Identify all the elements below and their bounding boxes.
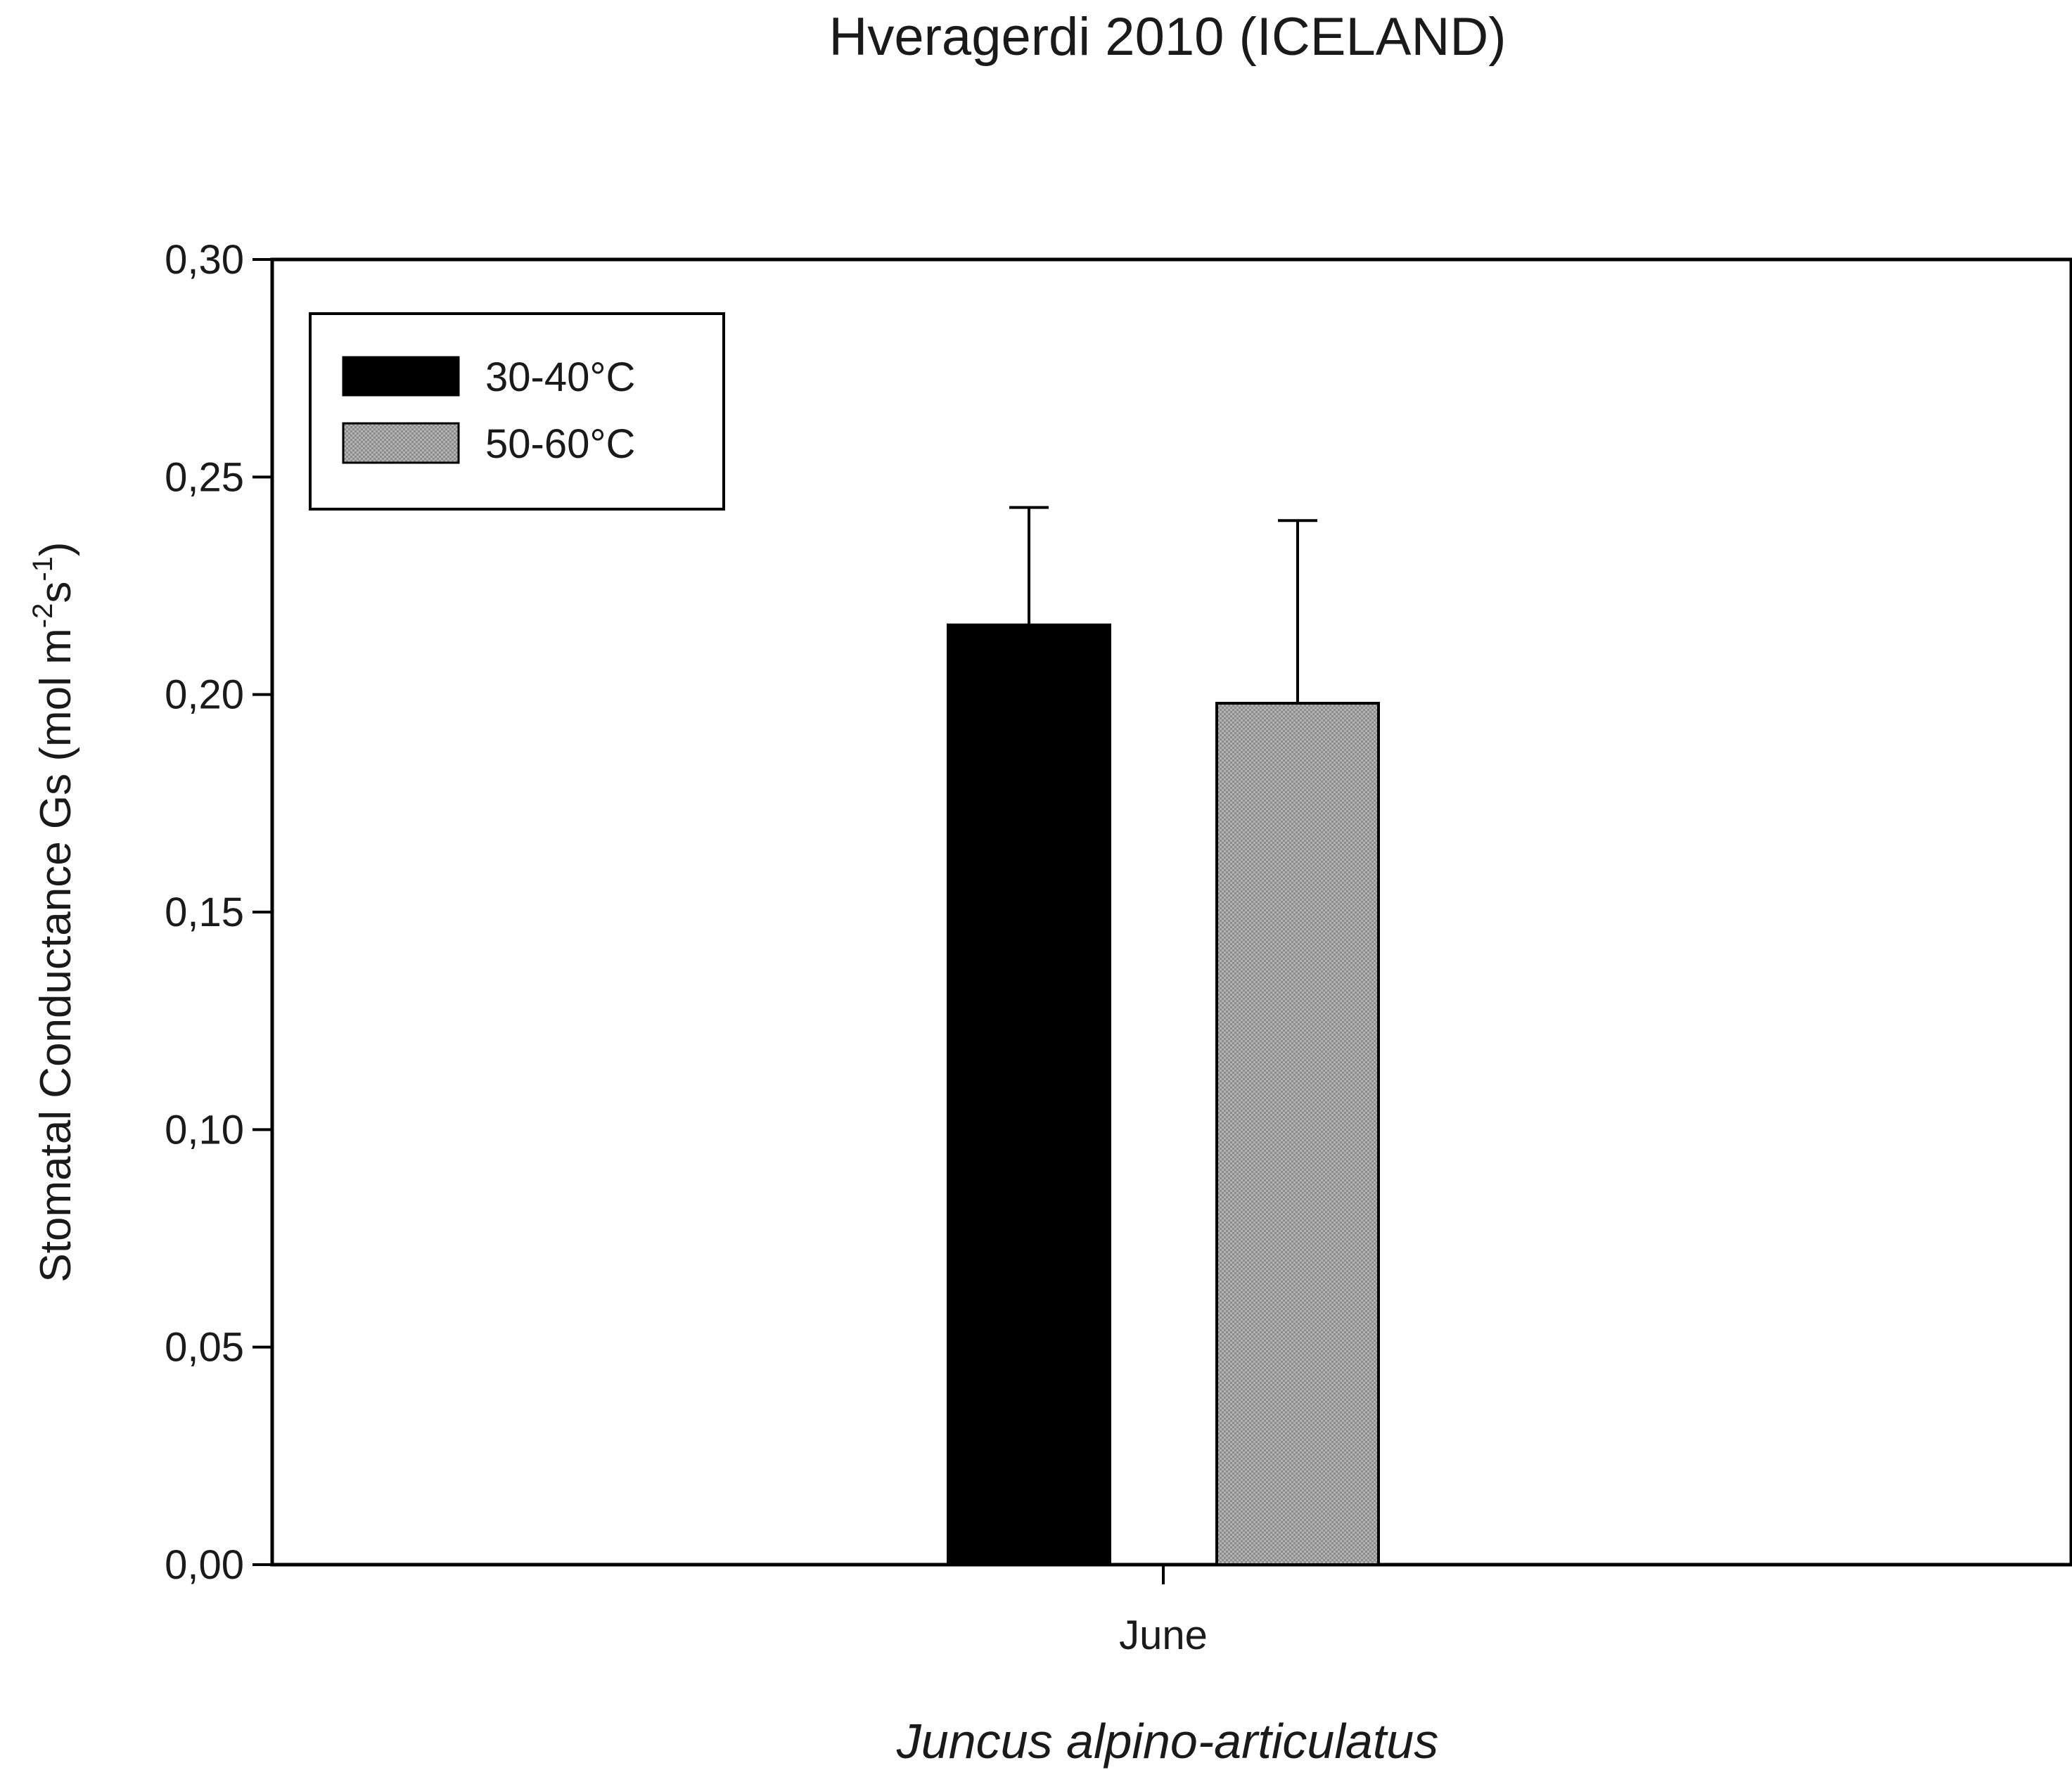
x-axis-label: Juncus alpino-articulatus — [896, 1714, 1438, 1769]
x-axis: June — [1119, 1565, 1208, 1658]
y-tick-label: 0,10 — [165, 1107, 244, 1153]
legend-box — [309, 312, 725, 511]
y-axis-label-suffix: ) — [32, 541, 80, 556]
y-tick-label: 0,20 — [165, 672, 244, 718]
chart-title: Hveragerdi 2010 (ICELAND) — [829, 7, 1506, 67]
y-tick-label: 0,05 — [165, 1325, 244, 1371]
x-tick-label: June — [1119, 1612, 1208, 1658]
bar-30-40 — [947, 623, 1111, 1566]
legend: 30-40°C 50-60°C — [309, 312, 725, 511]
legend-swatch-30-40 — [342, 356, 460, 397]
y-axis-label-sup1: -2 — [27, 603, 58, 629]
y-axis-label-prefix: Stomatal Conductance Gs (mol m — [32, 628, 80, 1282]
y-tick-label: 0,25 — [165, 454, 244, 500]
legend-swatch-50-60 — [342, 422, 460, 464]
y-axis-label-sup2: -1 — [27, 556, 58, 582]
y-axis: 0,00 0,05 0,10 0,15 0,20 0,25 0,30 — [165, 237, 272, 1588]
y-axis-label-mid: s — [32, 582, 80, 603]
legend-label-30-40: 30-40°C — [485, 354, 635, 400]
bar-50-60 — [1215, 702, 1380, 1566]
y-tick-label: 0,30 — [165, 237, 244, 283]
bars — [947, 506, 1380, 1566]
y-axis-label: Stomatal Conductance Gs (mol m-2s-1) — [27, 541, 80, 1282]
y-tick-label: 0,00 — [165, 1542, 244, 1588]
legend-label-50-60: 50-60°C — [485, 421, 635, 467]
y-tick-label: 0,15 — [165, 890, 244, 935]
